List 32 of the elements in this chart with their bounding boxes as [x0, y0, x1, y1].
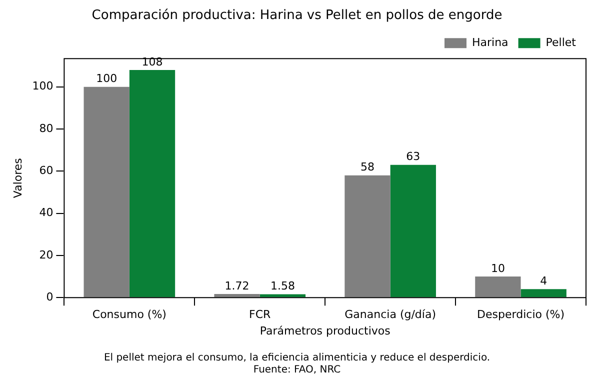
data-label: 4 [540, 274, 548, 288]
y-axis-title: Valores [11, 158, 24, 198]
y-tick-label: 80 [39, 122, 54, 135]
bar [475, 276, 521, 298]
x-tick-label: Consumo (%) [92, 308, 166, 322]
y-tick-label: 40 [39, 206, 54, 220]
bar [129, 70, 176, 298]
y-tick-label: 0 [46, 290, 54, 304]
data-label: 100 [96, 72, 118, 86]
data-label: 10 [490, 262, 505, 275]
x-tick-label: Ganancia (g/día) [344, 308, 436, 322]
bar [84, 86, 130, 298]
data-label: 58 [360, 160, 374, 174]
y-tick-label: 20 [39, 248, 54, 262]
legend-label: Pellet [546, 36, 577, 49]
data-label: 1.72 [224, 279, 250, 292]
text: El pellet mejora el consumo, la eficiencia alimenticia y reduce el desperdicio. [104, 352, 490, 364]
data-label: 108 [142, 55, 163, 68]
y-tick-label: 60 [39, 164, 54, 178]
legend-label: Harina [472, 36, 508, 49]
x-tick-label: FCR [249, 308, 272, 322]
bar [520, 289, 566, 298]
x-tick-label: Desperdicio (%) [477, 308, 564, 322]
bar [390, 164, 436, 298]
data-label: 63 [406, 150, 420, 164]
chart-title: Comparación productiva: Harina vs Pellet en pollos de engorde [92, 8, 502, 24]
bar [214, 294, 260, 298]
source-note: Fuente: FAO, NRC [253, 364, 341, 376]
data-label: 1.58 [270, 280, 295, 293]
y-tick-label: 100 [32, 80, 54, 93]
bar [344, 175, 390, 298]
x-axis-title: Parámetros productivos [260, 324, 391, 338]
